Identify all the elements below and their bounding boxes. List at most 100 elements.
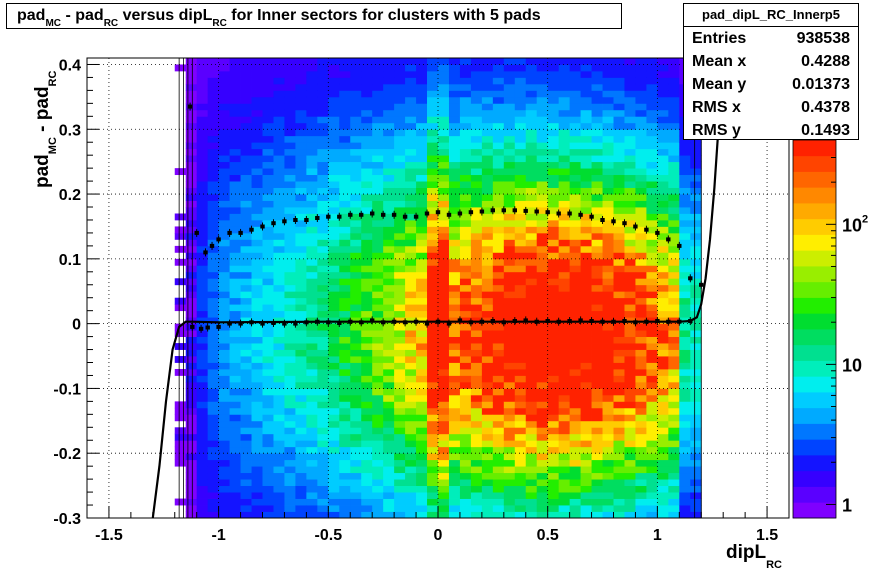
heatmap-cell bbox=[503, 291, 516, 299]
heatmap-cell bbox=[635, 330, 647, 337]
heatmap-cell bbox=[240, 213, 252, 221]
heatmap-cell bbox=[427, 70, 439, 78]
heatmap-cell bbox=[218, 362, 230, 370]
heatmap-cell bbox=[635, 174, 647, 182]
heatmap-cell bbox=[383, 362, 395, 370]
heatmap-cell bbox=[350, 142, 362, 150]
heatmap-cell bbox=[185, 394, 198, 402]
heatmap-cell bbox=[361, 232, 373, 240]
heatmap-cell bbox=[679, 368, 691, 376]
heatmap-cell bbox=[547, 407, 560, 415]
heatmap-cell bbox=[273, 343, 285, 350]
heatmap-cell bbox=[624, 200, 636, 208]
heatmap-cell bbox=[602, 200, 614, 208]
heatmap-cell bbox=[317, 278, 329, 286]
heatmap-cell bbox=[350, 116, 362, 124]
heatmap-cell bbox=[657, 388, 669, 396]
heatmap-cell bbox=[470, 207, 483, 214]
heatmap-cell bbox=[613, 427, 625, 435]
heatmap-cell bbox=[503, 498, 516, 506]
heatmap-cell bbox=[613, 219, 625, 227]
heatmap-cell bbox=[262, 498, 274, 506]
heatmap-cell bbox=[218, 485, 230, 493]
heatmap-cell bbox=[558, 148, 571, 156]
heatmap-cell bbox=[525, 207, 538, 214]
heatmap-cell bbox=[569, 232, 581, 240]
heatmap-cell bbox=[427, 58, 439, 65]
heatmap-cell bbox=[196, 129, 209, 137]
heatmap-cell bbox=[470, 485, 483, 493]
heatmap-cell bbox=[580, 116, 592, 124]
heatmap-cell bbox=[196, 388, 209, 396]
heatmap-cell bbox=[350, 498, 362, 506]
heatmap-cell bbox=[624, 116, 636, 124]
heatmap-cell bbox=[448, 330, 461, 337]
heatmap-cell bbox=[284, 368, 296, 376]
heatmap-cell bbox=[372, 226, 384, 234]
heatmap-cell bbox=[317, 459, 329, 467]
heatmap-cell bbox=[229, 310, 241, 318]
heatmap-cell bbox=[635, 129, 647, 137]
heatmap-cell bbox=[350, 148, 362, 156]
heatmap-cell bbox=[405, 103, 417, 111]
heatmap-cell bbox=[503, 200, 516, 208]
heatmap-cell bbox=[448, 181, 461, 188]
heatmap-cell bbox=[547, 194, 560, 201]
heatmap-cell bbox=[470, 375, 483, 383]
heatmap-cell bbox=[405, 505, 417, 512]
heatmap-cell bbox=[514, 453, 527, 461]
heatmap-cell bbox=[240, 194, 252, 201]
heatmap-cell bbox=[317, 245, 329, 253]
heatmap-cell bbox=[470, 362, 483, 370]
heatmap-cell bbox=[317, 83, 329, 91]
heatmap-cell bbox=[383, 70, 395, 78]
heatmap-cell bbox=[372, 207, 384, 214]
heatmap-cell bbox=[405, 96, 417, 104]
heatmap-cell bbox=[448, 297, 461, 305]
heatmap-cell bbox=[383, 64, 395, 72]
heatmap-cell bbox=[361, 226, 373, 234]
heatmap-cell bbox=[657, 226, 669, 234]
heatmap-cell bbox=[591, 77, 603, 85]
heatmap-cell bbox=[591, 200, 603, 208]
heatmap-cell bbox=[372, 122, 384, 130]
heatmap-cell bbox=[383, 77, 395, 85]
heatmap-cell bbox=[438, 174, 450, 182]
heatmap-cell bbox=[240, 116, 252, 124]
heatmap-cell bbox=[492, 70, 505, 78]
heatmap-cell bbox=[591, 414, 603, 422]
heatmap-cell bbox=[459, 194, 472, 201]
heatmap-cell bbox=[492, 213, 505, 221]
heatmap-cell bbox=[690, 284, 702, 292]
heatmap-cell bbox=[657, 420, 669, 428]
heatmap-cell bbox=[591, 375, 603, 383]
heatmap-cell bbox=[251, 466, 263, 474]
heatmap-cell bbox=[558, 420, 571, 428]
heatmap-cell bbox=[361, 453, 373, 461]
heatmap-cell bbox=[492, 317, 505, 325]
heatmap-cell bbox=[361, 116, 373, 124]
heatmap-cell bbox=[525, 420, 538, 428]
heatmap-cell bbox=[690, 381, 702, 389]
heatmap-cell bbox=[306, 284, 318, 292]
heatmap-cell bbox=[394, 129, 406, 137]
heatmap-cell bbox=[174, 368, 187, 376]
heatmap-cell bbox=[328, 427, 340, 435]
heatmap-cell bbox=[427, 291, 439, 299]
heatmap-cell bbox=[481, 70, 494, 78]
grid-lines bbox=[87, 58, 789, 519]
heatmap-cell bbox=[273, 122, 285, 130]
heatmap-cell bbox=[448, 466, 461, 474]
heatmap-cell bbox=[668, 310, 680, 318]
heatmap-cell bbox=[251, 330, 263, 337]
heatmap-cell bbox=[306, 466, 318, 474]
heatmap-cell bbox=[602, 479, 614, 487]
heatmap-cell bbox=[668, 446, 680, 454]
heatmap-cell bbox=[613, 135, 625, 143]
heatmap-cell bbox=[284, 414, 296, 422]
heatmap-cell bbox=[558, 472, 571, 480]
heatmap-cell bbox=[624, 148, 636, 156]
heatmap-cell bbox=[624, 459, 636, 467]
heatmap-cell bbox=[328, 356, 340, 363]
heatmap-cell bbox=[339, 317, 351, 325]
